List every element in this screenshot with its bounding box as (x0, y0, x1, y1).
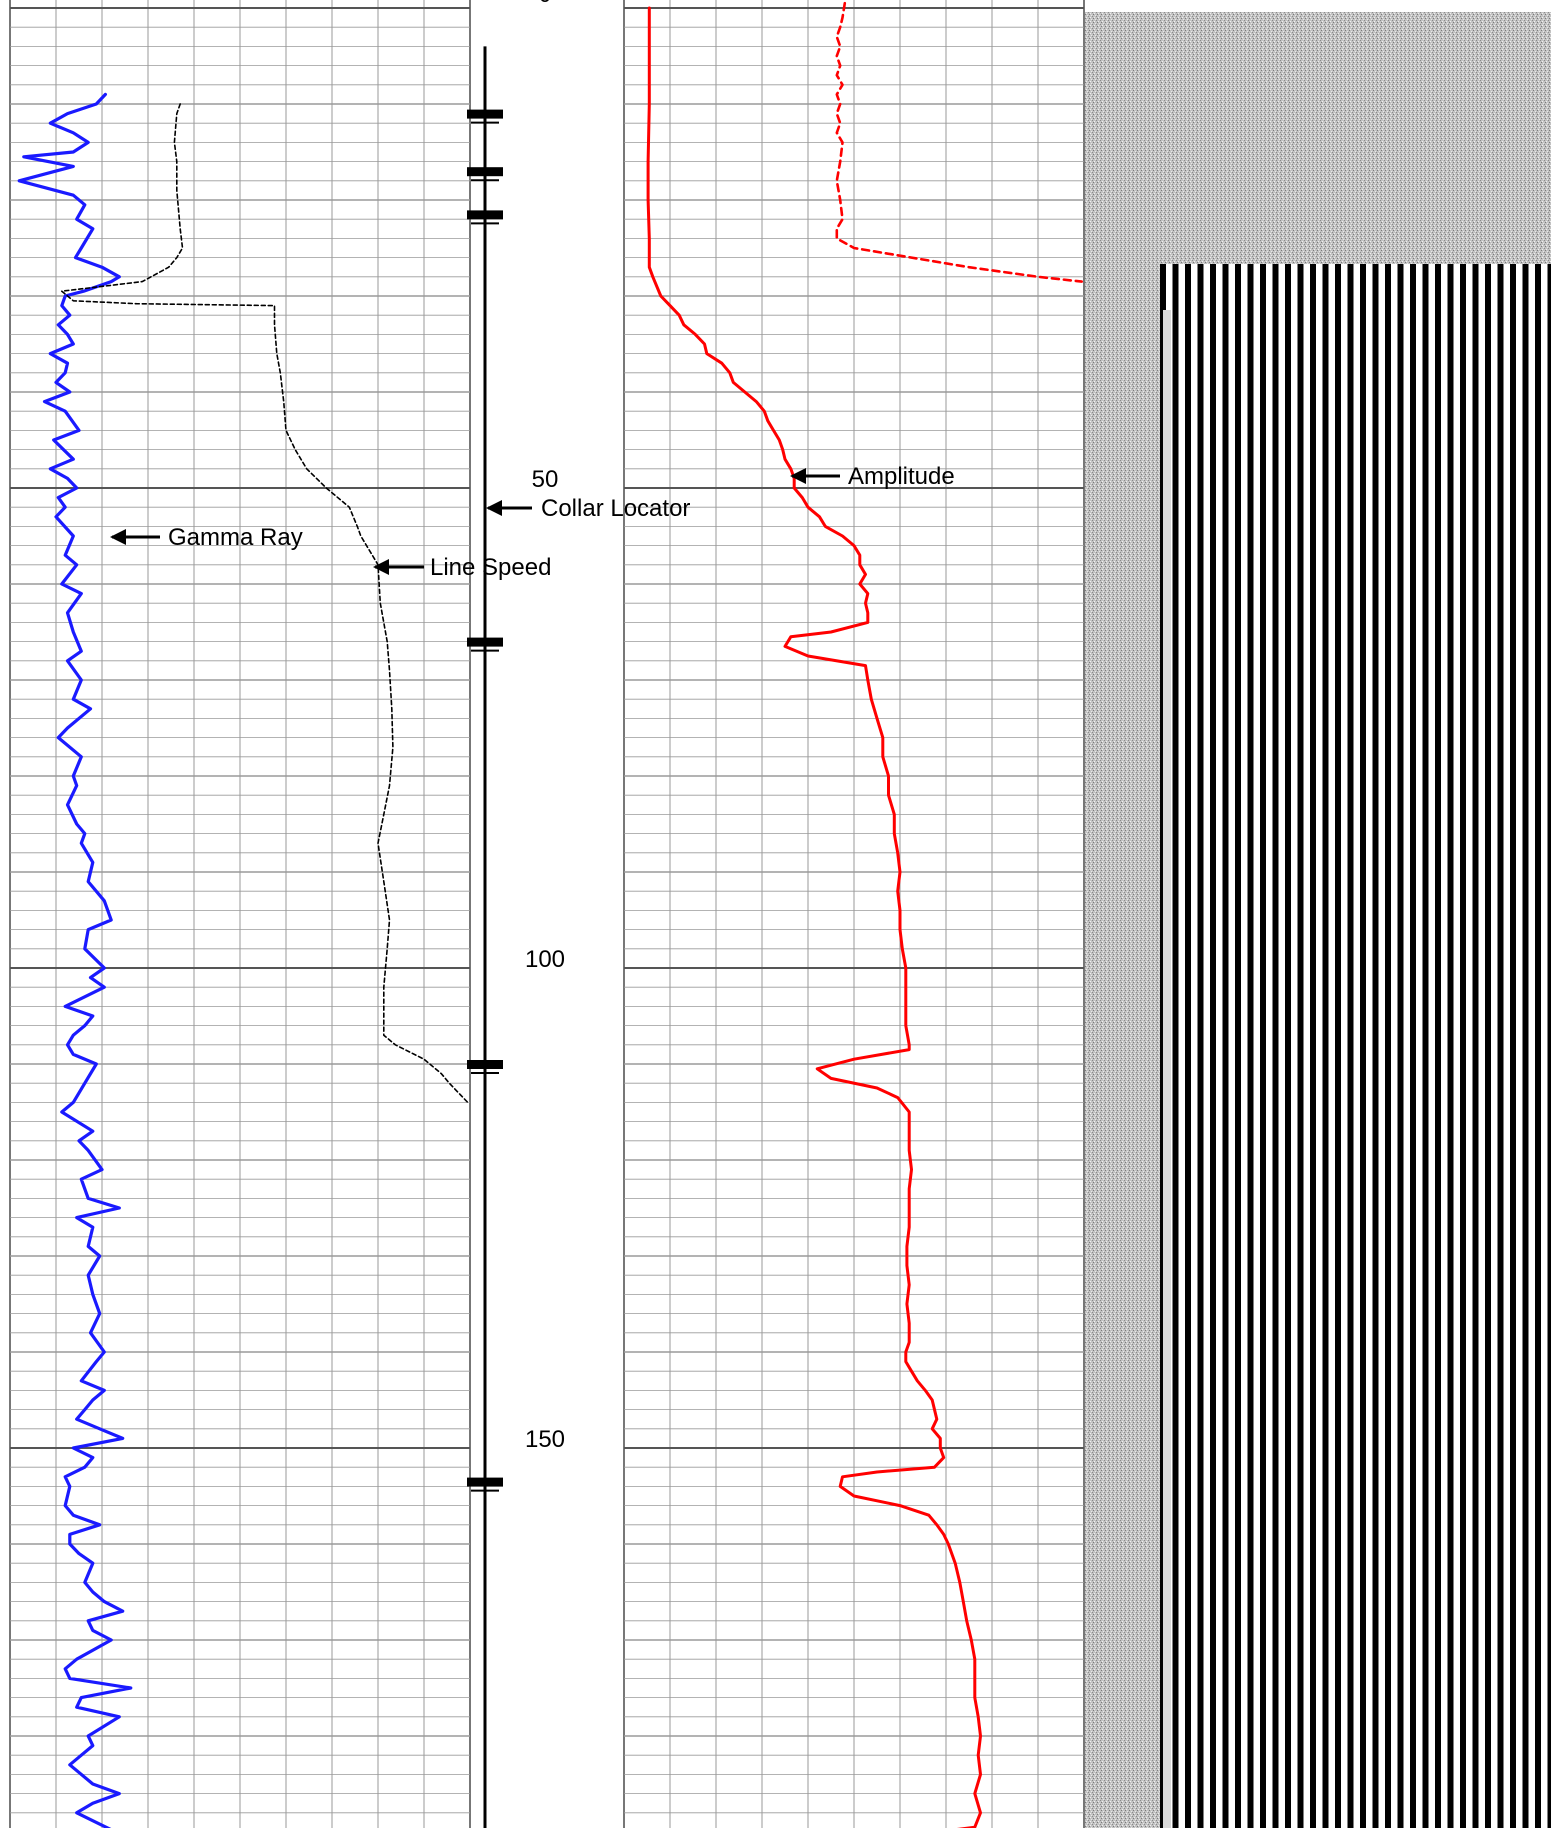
collar-tick (467, 637, 503, 647)
vdl-stripe-gap (1241, 264, 1248, 1828)
vdl-stripe (1347, 264, 1354, 1828)
vdl-stripe-gap (1291, 264, 1298, 1828)
depth-label-100: 100 (525, 946, 565, 973)
vdl-stripe-gap (1303, 264, 1310, 1828)
gamma-ray-arrowhead (110, 529, 126, 545)
amplitude-curve (646, 6, 982, 1828)
line-speed-arrowhead (373, 559, 389, 575)
vdl-stripe-gap (1528, 264, 1535, 1828)
depth-label-150: 150 (525, 1426, 565, 1453)
vdl-stripe (1185, 264, 1191, 1828)
amplitude-label: Amplitude (848, 463, 955, 490)
vdl-stripe-gap (1428, 264, 1435, 1828)
vdl-stripe-gap (1178, 264, 1185, 1828)
vdl-stripe-gap (1416, 264, 1423, 1828)
vdl-stripe (1247, 264, 1254, 1828)
gamma-ray-curve (17, 92, 133, 1828)
vdl-stripe-gap (1253, 264, 1260, 1828)
vdl-stripe-gap (1328, 264, 1335, 1828)
track3-grid (623, 0, 1085, 1828)
vdl-stripe-gap (1316, 264, 1323, 1828)
vdl-stripe-gap (1403, 264, 1410, 1828)
vdl-stripe (1310, 264, 1316, 1828)
collar-tick (467, 1060, 503, 1069)
vdl-stripe-gap (1216, 264, 1223, 1828)
collar-tick (467, 1477, 503, 1487)
vdl-stripe (1522, 264, 1529, 1828)
vdl-stripe-gap (1353, 264, 1360, 1828)
vdl-stripe (1222, 264, 1229, 1828)
vdl-stripe (1235, 264, 1241, 1828)
vdl-stripe (1210, 264, 1216, 1828)
vdl-stripe-gap (1441, 264, 1448, 1828)
vdl-stripe-gap (1453, 264, 1460, 1828)
vdl-stripe (1422, 264, 1429, 1828)
collar-tick (467, 210, 503, 220)
amplitude-annotation: Amplitude (790, 463, 955, 490)
vdl-stripe (1260, 264, 1266, 1828)
vdl-stripe-gap (1266, 264, 1273, 1828)
vdl-stripe (1297, 264, 1304, 1828)
vdl-fringe (1163, 310, 1171, 1828)
vdl-stripe (1360, 264, 1366, 1828)
vdl-stripe-gap (1478, 264, 1485, 1828)
vdl-stripe-gap (1466, 264, 1473, 1828)
vdl-stripe (1272, 264, 1279, 1828)
collar-locator-arrowhead (486, 500, 502, 516)
line-speed-annotation: Line Speed (373, 554, 551, 581)
vdl-stripe (1322, 264, 1329, 1828)
collar-tick (467, 109, 503, 119)
vdl-stripe-gap (1541, 264, 1548, 1828)
vdl-stripe-gap (1203, 264, 1210, 1828)
collar-locator-series (467, 46, 503, 1828)
vdl-stripe (1335, 264, 1341, 1828)
line-speed-curve (61, 103, 469, 1104)
vdl-panel (1085, 12, 1551, 1828)
collar-locator-label: Collar Locator (541, 495, 690, 522)
vdl-stripe (1172, 264, 1179, 1828)
vdl-stripe-gap (1278, 264, 1285, 1828)
vdl-stripe (1472, 264, 1479, 1828)
gamma-ray-annotation: Gamma Ray (110, 524, 303, 551)
vdl-stripe-gap (1391, 264, 1398, 1828)
vdl-stripe-gap (1228, 264, 1235, 1828)
depth-track: 0 50 100 150 (525, 0, 565, 1453)
vdl-stripe (1460, 264, 1466, 1828)
vdl-stripe-gap (1341, 264, 1348, 1828)
gamma-ray-label: Gamma Ray (168, 524, 303, 551)
vdl-stripe (1397, 264, 1404, 1828)
vdl-stripe-gap (1503, 264, 1510, 1828)
depth-label-0: 0 (539, 0, 551, 7)
collar-tick (467, 167, 503, 177)
vdl-stripe (1372, 264, 1379, 1828)
vdl-stripe (1497, 264, 1504, 1828)
vdl-stripe-gap (1491, 264, 1498, 1828)
vdl-stripe (1535, 264, 1541, 1828)
log-curves (17, 1, 1083, 1828)
vdl-stripe-gap (1366, 264, 1373, 1828)
amplitude-reference-curve (835, 1, 1083, 283)
depth-label-50: 50 (532, 466, 559, 493)
vdl-stripe-gap (1516, 264, 1523, 1828)
vdl-stripe-gap (1378, 264, 1385, 1828)
vdl-stripe (1510, 264, 1516, 1828)
vdl-stripe (1485, 264, 1491, 1828)
vdl-stripe (1197, 264, 1204, 1828)
vdl-stripe (1435, 264, 1441, 1828)
vdl-wave-stripes (1160, 264, 1551, 1828)
vdl-stripe (1285, 264, 1291, 1828)
vdl-stripe (1385, 264, 1391, 1828)
vdl-stripe (1547, 264, 1551, 1828)
vdl-stripe-gap (1191, 264, 1198, 1828)
amplitude-arrowhead (790, 468, 806, 484)
line-speed-label: Line Speed (430, 554, 551, 581)
vdl-stripe (1410, 264, 1416, 1828)
vdl-stripe (1447, 264, 1454, 1828)
collar-locator-annotation: Collar Locator (486, 495, 690, 522)
